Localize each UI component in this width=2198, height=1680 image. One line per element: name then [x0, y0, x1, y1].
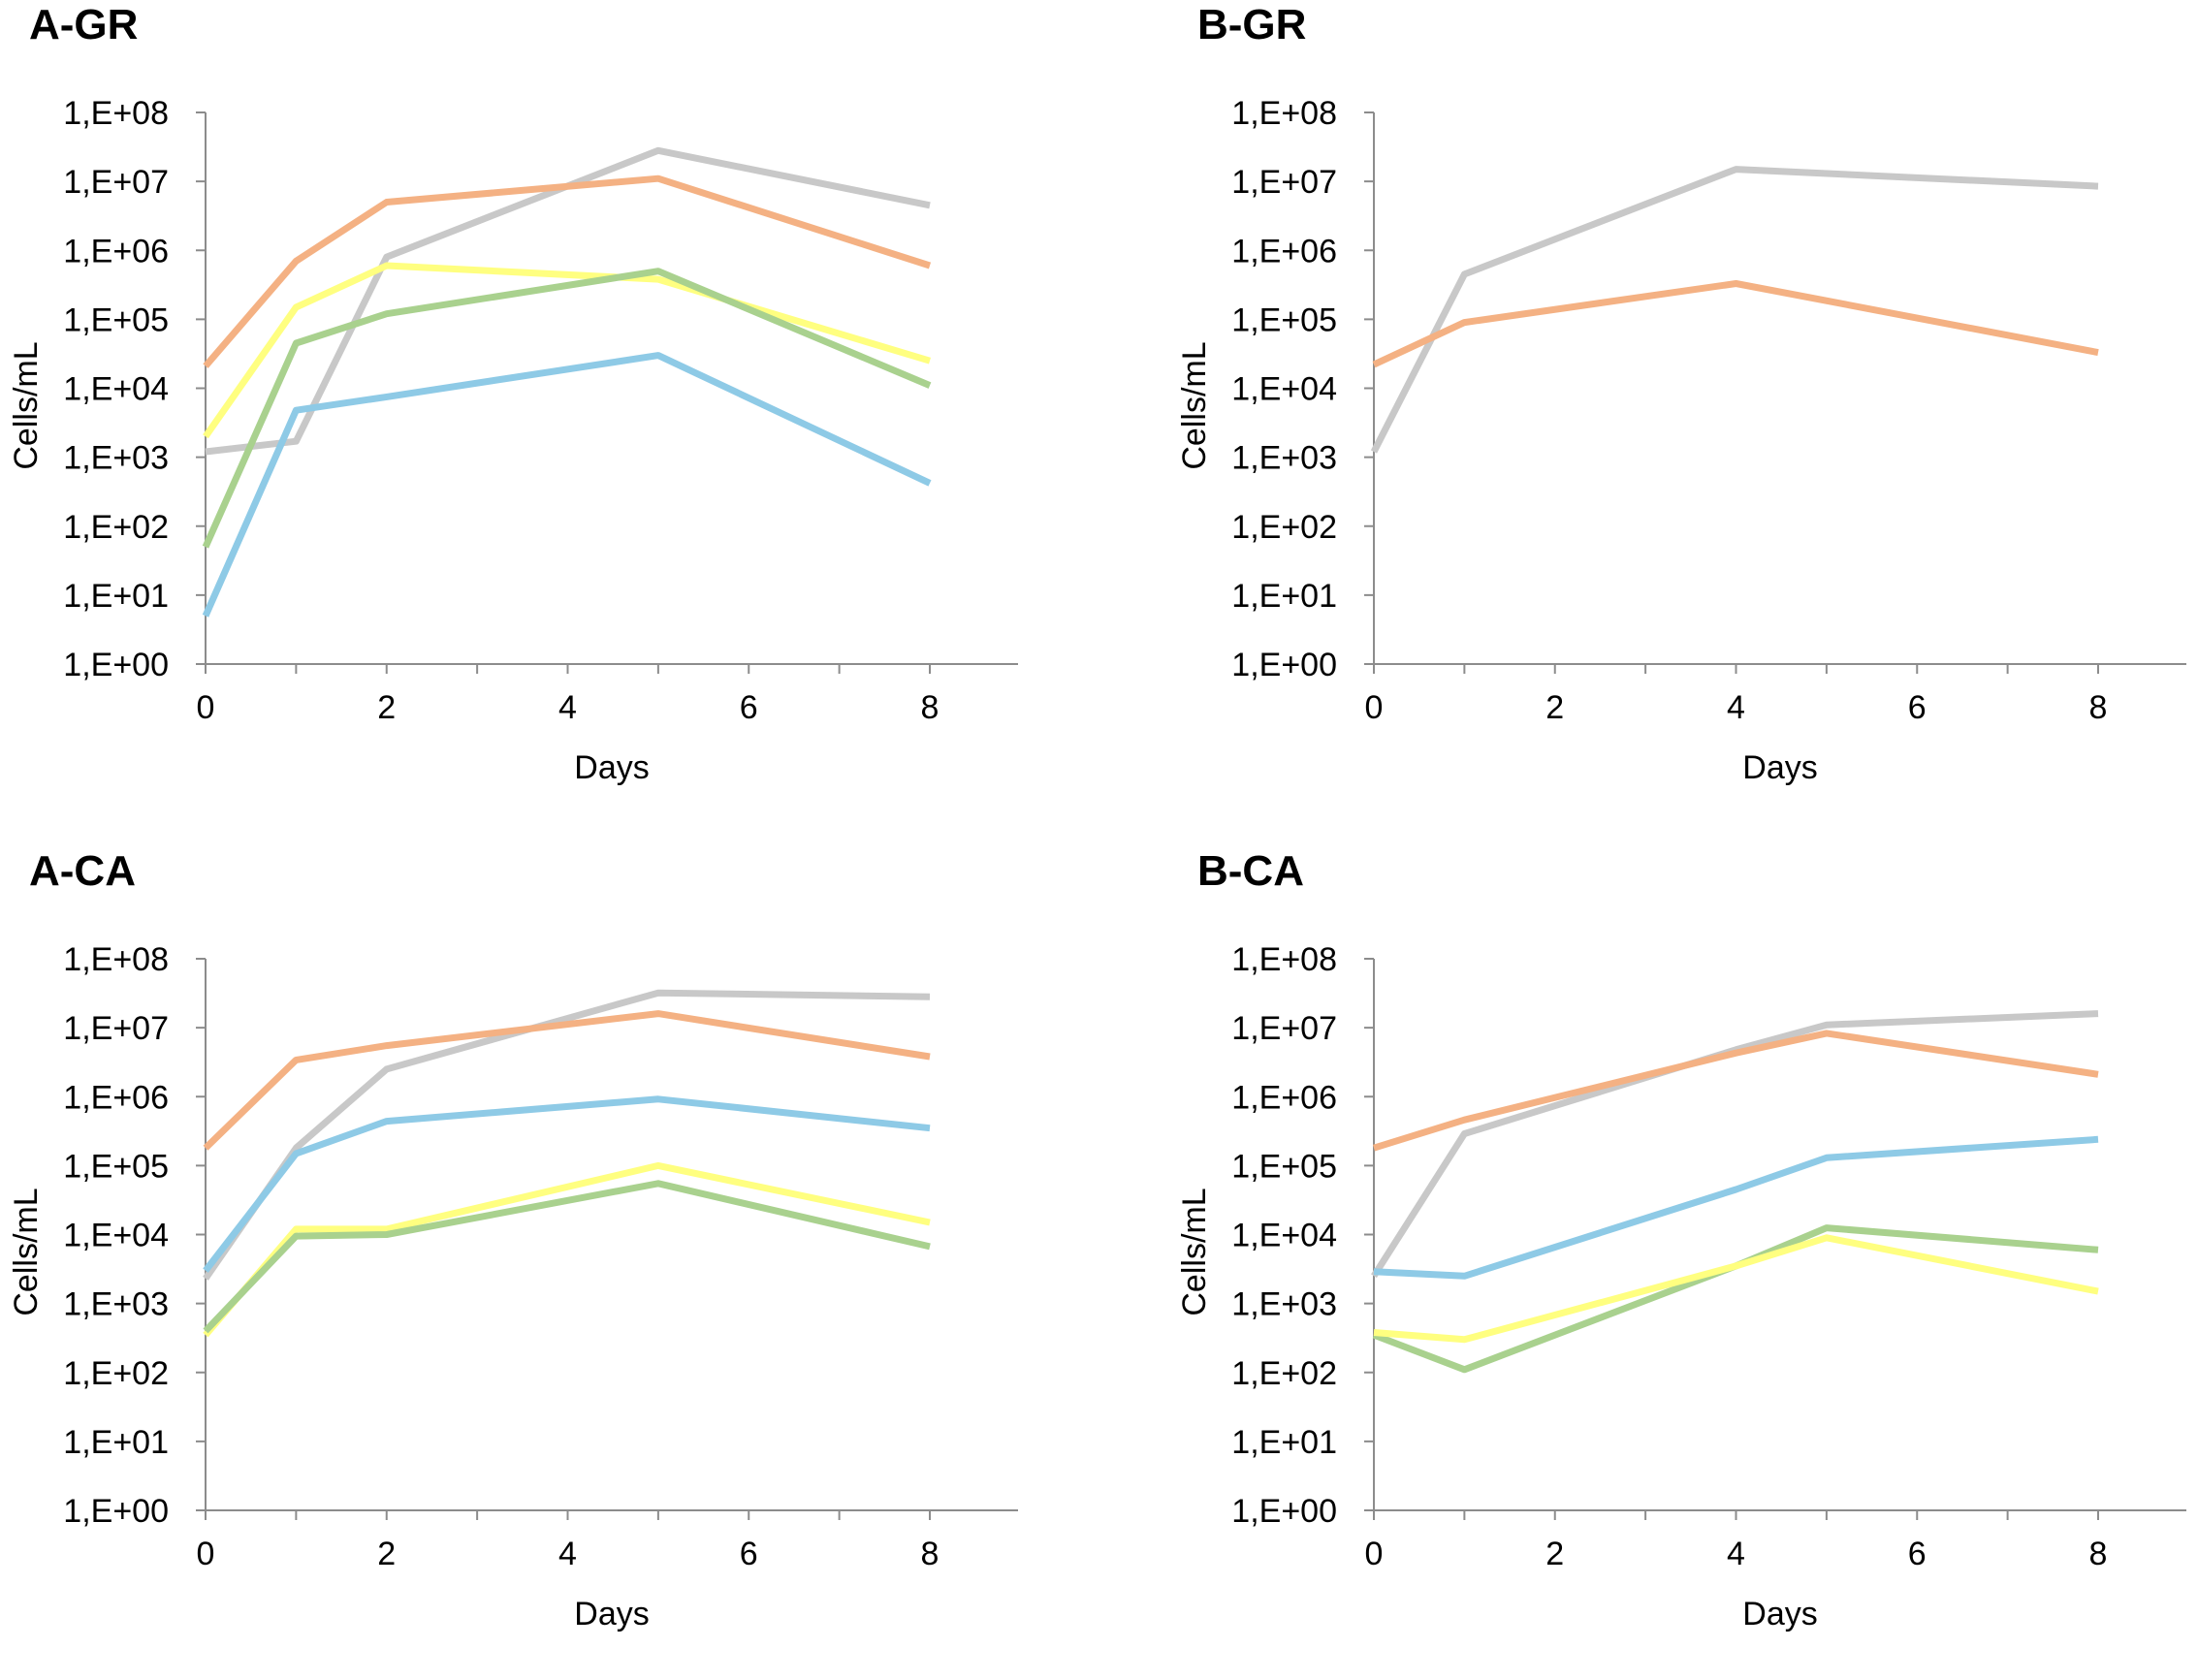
x-tick-label: 2 [377, 1536, 396, 1572]
x-tick-label: 4 [1727, 689, 1745, 726]
y-tick-label: 1,E+08 [63, 941, 169, 978]
series-line-green [203, 1180, 931, 1334]
x-tick-label: 2 [377, 689, 396, 726]
series-line-blue [202, 352, 932, 618]
y-tick-label: 1,E+05 [1231, 301, 1337, 338]
series-line-green [1372, 1224, 2099, 1374]
y-tick-label: 1,E+06 [1231, 1079, 1337, 1116]
x-tick-label: 8 [2089, 689, 2108, 726]
y-tick-label: 1,E+01 [1231, 1424, 1337, 1461]
x-tick-label: 8 [921, 689, 940, 726]
series-line-blue [203, 1095, 931, 1273]
y-tick-label: 1,E+02 [1231, 509, 1337, 546]
series-line-blue [1373, 1135, 2099, 1280]
y-tick-label: 1,E+07 [1231, 164, 1337, 201]
x-tick-label: 6 [1908, 689, 1927, 726]
x-tick-label: 6 [1908, 1536, 1927, 1572]
y-tick-label: 1,E+08 [1231, 941, 1337, 978]
y-tick-label: 1,E+00 [63, 647, 169, 683]
y-tick-label: 1,E+01 [63, 1424, 169, 1461]
x-tick-label: 0 [1365, 1536, 1384, 1572]
y-tick-label: 1,E+06 [63, 1079, 169, 1116]
y-axis-label: Cells/mL [1176, 1188, 1213, 1315]
y-tick-label: 1,E+00 [1231, 1493, 1337, 1530]
x-tick-label: 4 [1727, 1536, 1745, 1572]
y-tick-label: 1,E+02 [1231, 1355, 1337, 1392]
y-tick-label: 1,E+02 [63, 1355, 169, 1392]
y-axis-label: Cells/mL [8, 341, 45, 469]
chart-title-b-gr: B-GR [1197, 1, 1306, 48]
x-tick-label: 2 [1545, 1536, 1564, 1572]
chart-panel-b-gr: B-GR 1,E+00 1,E+01 1,E+02 1,E+03 1,E+04 1,E+05… [1168, 0, 2198, 834]
y-tick-label: 1,E+05 [1231, 1148, 1337, 1185]
series-line-gray [1370, 166, 2099, 454]
y-tick-label: 1,E+03 [63, 1286, 169, 1323]
x-tick-label: 8 [2089, 1536, 2108, 1572]
y-tick-label: 1,E+05 [63, 1148, 169, 1185]
y-tick-label: 1,E+03 [1231, 440, 1337, 477]
y-tick-label: 1,E+08 [1231, 95, 1337, 132]
y-tick-label: 1,E+04 [1231, 1218, 1337, 1254]
chart-panel-a-ca: A-CA 1,E+00 1,E+01 1,E+02 1,E+03 1,E+04 1,E+05… [0, 846, 1099, 1680]
y-tick-label: 1,E+00 [63, 1493, 169, 1530]
x-tick-label: 4 [558, 1536, 577, 1572]
y-tick-label: 1,E+07 [1231, 1010, 1337, 1047]
series-line-orange [1372, 280, 2099, 368]
x-axis-label: Days [574, 749, 649, 786]
series-line-yellow [203, 1161, 931, 1338]
y-tick-label: 1,E+04 [63, 1218, 169, 1254]
x-axis-label: Days [1742, 1596, 1817, 1632]
x-tick-label: 0 [197, 689, 215, 726]
y-axis-label: Cells/mL [1176, 341, 1213, 469]
y-tick-label: 1,E+04 [1231, 371, 1337, 408]
chart-title-a-gr: A-GR [29, 1, 138, 48]
chart-panel-a-gr: A-GR 1,E+00 1,E+01 1,E+02 1,E+03 1,E+04 1,E+05… [0, 0, 1099, 834]
y-tick-label: 1,E+01 [63, 578, 169, 615]
y-tick-label: 1,E+07 [63, 164, 169, 201]
y-tick-label: 1,E+05 [63, 301, 169, 338]
series-line-orange [203, 1010, 931, 1151]
x-tick-label: 6 [740, 689, 758, 726]
y-tick-label: 1,E+07 [63, 1010, 169, 1047]
y-tick-label: 1,E+00 [1231, 647, 1337, 683]
series-line-yellow [1373, 1234, 2099, 1344]
x-axis-label: Days [1742, 749, 1817, 786]
series-line-orange [1372, 1030, 2099, 1152]
y-tick-label: 1,E+03 [63, 440, 169, 477]
y-tick-label: 1,E+04 [63, 371, 169, 408]
y-axis-label: Cells/mL [8, 1188, 45, 1315]
chart-title-a-ca: A-CA [29, 847, 136, 895]
chart-svg-a-gr: A-GR 1,E+00 1,E+01 1,E+02 1,E+03 1,E+04 1,E+05… [8, 1, 1018, 786]
x-axis-label: Days [574, 1596, 649, 1632]
y-tick-label: 1,E+01 [1231, 578, 1337, 615]
series-line-orange [203, 174, 932, 368]
x-tick-label: 2 [1545, 689, 1564, 726]
chart-svg-b-ca: B-CA 1,E+00 1,E+01 1,E+02 1,E+03 1,E+04 1,E+05… [1176, 847, 2186, 1632]
series-line-gray [205, 146, 931, 456]
series-line-green [202, 268, 932, 549]
chart-svg-b-gr: B-GR 1,E+00 1,E+01 1,E+02 1,E+03 1,E+04 1,E+05… [1176, 1, 2186, 786]
chart-panel-b-ca: B-CA 1,E+00 1,E+01 1,E+02 1,E+03 1,E+04 1,E+05… [1168, 846, 2198, 1680]
x-tick-label: 6 [740, 1536, 758, 1572]
x-tick-label: 4 [558, 689, 577, 726]
y-tick-label: 1,E+06 [1231, 233, 1337, 269]
x-tick-label: 8 [921, 1536, 940, 1572]
chart-svg-a-ca: A-CA 1,E+00 1,E+01 1,E+02 1,E+03 1,E+04 1,E+05… [8, 847, 1018, 1632]
chart-title-b-ca: B-CA [1197, 847, 1304, 895]
y-tick-label: 1,E+03 [1231, 1286, 1337, 1323]
y-tick-label: 1,E+08 [63, 95, 169, 132]
x-tick-label: 0 [1365, 689, 1384, 726]
x-tick-label: 0 [197, 1536, 215, 1572]
y-tick-label: 1,E+06 [63, 233, 169, 269]
y-tick-label: 1,E+02 [63, 509, 169, 546]
